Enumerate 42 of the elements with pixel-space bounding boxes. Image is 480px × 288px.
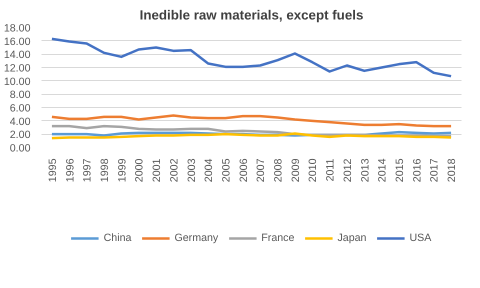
x-tick-label: 2017: [428, 158, 441, 182]
y-tick-label: 0.00: [10, 142, 31, 154]
x-tick-label: 2009: [290, 158, 302, 182]
x-tick-label: 2006: [238, 158, 250, 182]
legend-label: Japan: [337, 232, 366, 244]
x-tick-label: 1998: [98, 158, 111, 182]
y-tick-label: 14.00: [4, 49, 31, 62]
x-tick-label: 2008: [272, 158, 285, 182]
y-tick-label: 6.00: [10, 102, 31, 114]
legend-label: France: [261, 232, 294, 244]
legend-label: Germany: [174, 232, 218, 244]
x-tick-label: 2011: [324, 158, 337, 182]
x-tick-label: 2004: [203, 158, 216, 182]
y-tick-label: 10.00: [4, 76, 31, 88]
x-tick-label: 1996: [64, 158, 76, 182]
chart-title: Inedible raw materials, except fuels: [140, 8, 364, 22]
y-tick-label: 4.00: [10, 116, 31, 128]
legend-label: China: [104, 232, 132, 244]
x-tick-label: 2005: [220, 158, 232, 182]
x-tick-label: 1999: [116, 158, 128, 182]
x-tick-label: 2003: [186, 158, 198, 182]
legend-label: USA: [409, 232, 432, 244]
y-tick-label: 2.00: [10, 129, 31, 142]
y-tick-label: 12.00: [4, 62, 31, 74]
x-tick-label: 1997: [82, 158, 94, 182]
line-series: [50, 38, 452, 78]
y-tick-label: 16.00: [4, 36, 31, 48]
y-tick-label: 8.00: [10, 89, 31, 102]
line-series: [50, 114, 452, 128]
x-tick-label: 2015: [394, 158, 406, 182]
x-tick-label: 2007: [255, 158, 268, 182]
x-tick-label: 2010: [307, 158, 320, 182]
x-tick-label: 2000: [134, 158, 146, 182]
x-tick-label: 1995: [46, 158, 59, 182]
x-tick-label: 2016: [411, 158, 424, 182]
y-tick-label: 18.00: [4, 22, 31, 34]
x-tick-label: 2014: [376, 158, 389, 182]
x-tick-label: 2018: [446, 158, 458, 182]
x-tick-label: 2013: [359, 158, 372, 182]
x-tick-label: 2002: [168, 158, 180, 182]
x-tick-label: 2001: [151, 158, 164, 182]
x-tick-label: 2012: [342, 158, 354, 182]
